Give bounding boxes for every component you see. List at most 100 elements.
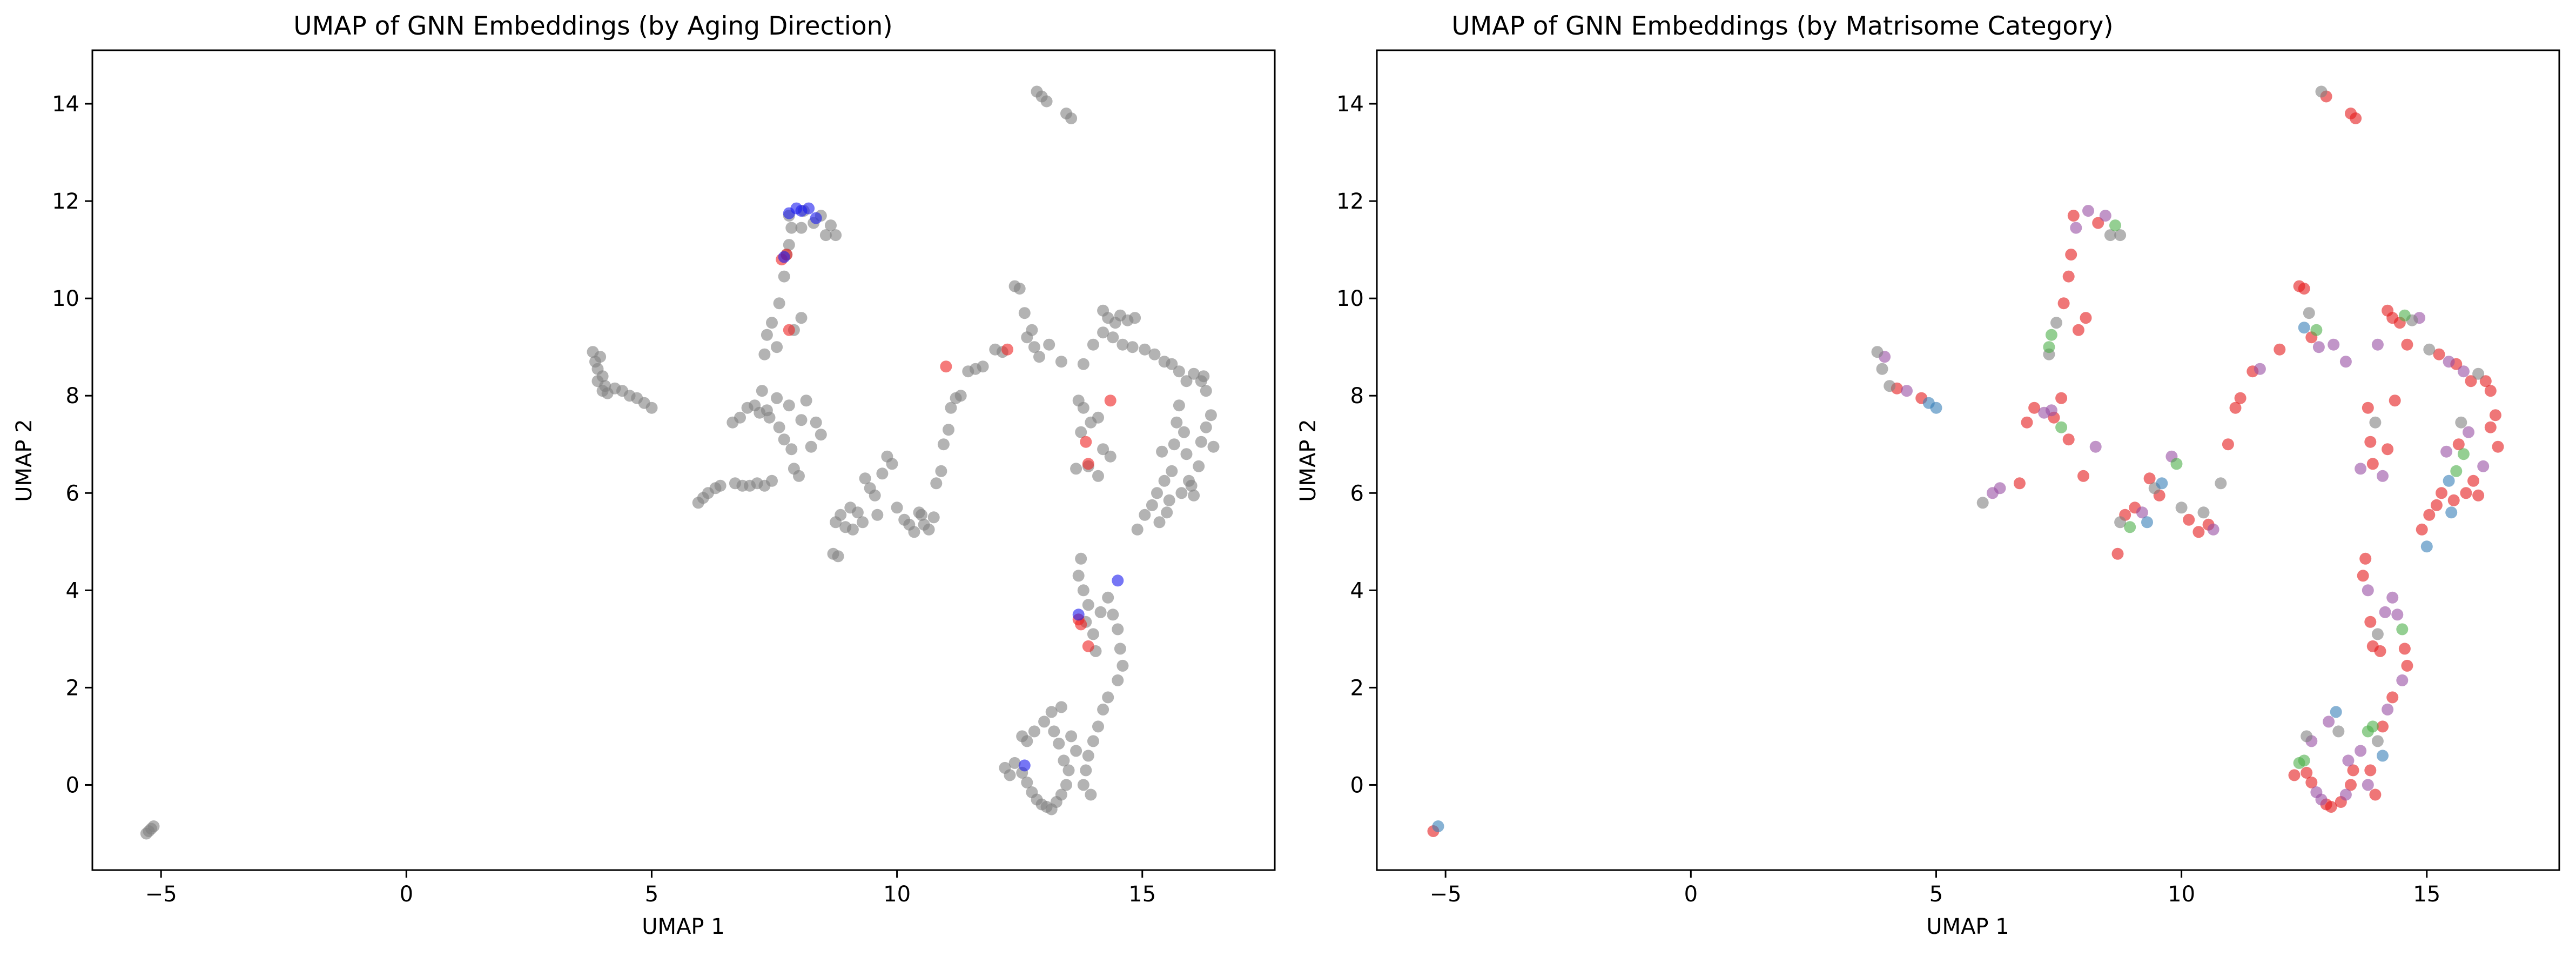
data-point [2423, 509, 2436, 521]
data-point [2398, 643, 2411, 655]
data-point [2433, 348, 2445, 360]
data-point [835, 509, 847, 521]
data-point [1207, 440, 1220, 453]
data-point [2416, 523, 2428, 536]
data-point [1028, 341, 1040, 353]
data-point [2082, 205, 2094, 217]
data-point [2315, 85, 2328, 98]
data-point [1033, 351, 1045, 363]
data-point [2089, 440, 2102, 453]
data-point [1075, 426, 1087, 438]
data-point [2013, 477, 2026, 490]
data-point [1102, 591, 1114, 604]
data-point [2463, 426, 2474, 438]
data-point [1901, 385, 1913, 397]
data-point [935, 465, 947, 477]
data-point [778, 433, 790, 446]
data-point [2350, 112, 2362, 124]
data-point [805, 440, 817, 453]
data-point [954, 390, 967, 402]
data-point [2234, 392, 2247, 404]
data-point [758, 348, 771, 360]
data-point [832, 550, 844, 563]
y-tick-label: 10 [1336, 286, 1364, 311]
data-point [795, 414, 808, 426]
data-point [2366, 458, 2379, 470]
data-point [1075, 552, 1087, 565]
data-point [2288, 769, 2301, 781]
data-point [1053, 737, 1065, 750]
data-point [945, 402, 957, 414]
data-point [596, 385, 609, 397]
data-point [1094, 606, 1107, 618]
scatter-points [1427, 85, 2504, 837]
data-point [1085, 788, 1097, 801]
data-point [2391, 609, 2404, 621]
data-point [1185, 479, 1198, 492]
data-point [800, 395, 812, 407]
x-axis-label: UMAP 1 [1926, 914, 2009, 939]
data-point [1080, 436, 1092, 448]
data-point [1876, 363, 1888, 375]
data-point [1432, 820, 1444, 832]
data-point [2401, 659, 2413, 672]
data-point [1175, 487, 1188, 499]
data-point [2382, 703, 2394, 716]
data-point [1131, 523, 1144, 536]
data-point [1021, 776, 1033, 788]
data-point [2479, 375, 2492, 387]
data-point [2457, 448, 2470, 460]
data-point [2355, 463, 2367, 475]
data-point [1976, 497, 1989, 509]
data-point [1151, 487, 1163, 499]
data-point [2021, 416, 2033, 429]
x-tick-label: 15 [2413, 882, 2440, 907]
data-point [2099, 210, 2111, 222]
data-point [2357, 570, 2369, 582]
data-point [773, 297, 785, 310]
data-point [2067, 210, 2080, 222]
data-point [1126, 341, 1139, 353]
data-point [1070, 463, 1082, 475]
data-point [1092, 720, 1104, 733]
y-tick-label: 0 [1350, 773, 1364, 798]
data-point [2374, 645, 2386, 657]
data-point [1871, 346, 1884, 358]
plot-frame [91, 49, 1276, 871]
data-point [766, 317, 778, 329]
data-point [2043, 341, 2055, 353]
data-point [1018, 307, 1031, 319]
data-point [1112, 623, 1124, 636]
x-tick-label: 0 [400, 882, 413, 907]
data-point [2028, 402, 2041, 414]
data-point [1112, 674, 1124, 686]
data-point [1055, 788, 1067, 801]
data-point [1994, 482, 2006, 494]
x-axis-label: UMAP 1 [642, 914, 724, 939]
data-point [1062, 764, 1075, 777]
data-point [2430, 499, 2443, 511]
data-point [2175, 502, 2188, 514]
data-point [2207, 523, 2219, 536]
chart-title: UMAP of GNN Embeddings (by Matrisome Cat… [1451, 11, 2113, 41]
data-point [2379, 606, 2391, 618]
data-point [2369, 788, 2382, 801]
data-point [803, 202, 815, 215]
data-point [2303, 307, 2315, 319]
chart-panel-aging-direction: UMAP of GNN Embeddings (by Aging Directi… [12, 11, 1276, 939]
data-point [2183, 513, 2195, 526]
data-point [1060, 779, 1072, 791]
y-axis-label: UMAP 2 [12, 419, 37, 502]
data-point [1055, 701, 1067, 713]
chart-panel-matrisome-category: UMAP of GNN Embeddings (by Matrisome Cat… [1296, 11, 2560, 939]
data-point [763, 411, 776, 424]
data-point [1112, 574, 1124, 587]
data-point [1065, 730, 1078, 743]
data-point [977, 360, 989, 373]
data-point [2362, 779, 2374, 791]
data-point [2477, 460, 2490, 472]
data-point [1205, 409, 1217, 422]
data-point [819, 229, 832, 242]
data-point [2298, 283, 2310, 295]
data-point [1077, 779, 1089, 791]
